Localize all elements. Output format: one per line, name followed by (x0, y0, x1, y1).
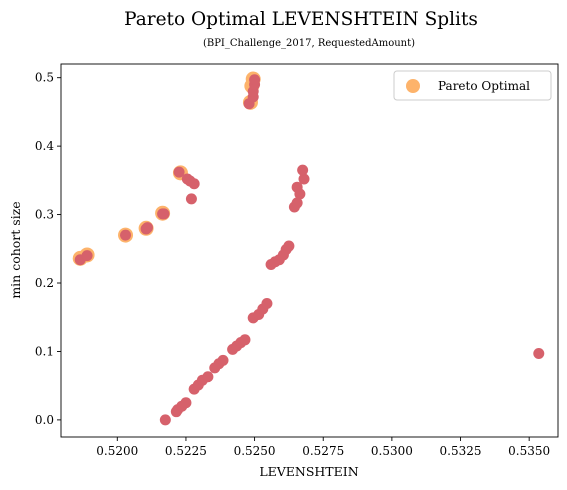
chart-title: Pareto Optimal LEVENSHTEIN Splits (124, 9, 478, 30)
split-point-21 (180, 397, 192, 409)
x-tick-label: 0.5200 (96, 444, 138, 458)
split-point-47 (298, 173, 310, 185)
split-point-4 (141, 222, 153, 234)
x-axis-label: LEVENSHTEIN (259, 464, 358, 479)
x-tick-label: 0.5250 (234, 444, 276, 458)
y-axis-label: min cohort size (8, 201, 23, 298)
split-point-10 (188, 178, 200, 190)
split-point-48 (297, 164, 309, 176)
split-point-17 (159, 414, 171, 426)
split-point-44 (291, 197, 303, 209)
x-tick-label: 0.5300 (371, 444, 413, 458)
x-tick-label: 0.5225 (165, 444, 207, 458)
split-point-46 (291, 181, 303, 193)
y-tick-label: 0.1 (35, 344, 54, 358)
x-tick-label: 0.5325 (440, 444, 482, 458)
split-point-11 (185, 193, 197, 205)
split-point-2 (120, 229, 132, 241)
split-point-25 (202, 371, 214, 383)
y-tick-label: 0.4 (35, 139, 54, 153)
x-tick-label: 0.5275 (302, 444, 344, 458)
axis-ticks: 0.5200 0.5225 0.5250 0.5275 0.5300 0.5325 0.53… (35, 71, 550, 458)
y-tick-label: 0.2 (35, 276, 54, 290)
split-point-1 (81, 250, 93, 262)
chart-subtitle: (BPI_Challenge_2017, RequestedAmount) (203, 38, 415, 49)
split-point-16 (249, 74, 261, 86)
split-point-32 (239, 334, 251, 346)
y-tick-label: 0.3 (35, 208, 54, 222)
split-point-28 (217, 354, 229, 366)
legend-label: Pareto Optimal (438, 79, 530, 93)
data-points (72, 71, 545, 426)
legend-marker (406, 79, 420, 93)
plot-area-frame (60, 63, 559, 438)
split-point-36 (261, 298, 273, 310)
y-tick-label: 0.0 (35, 413, 54, 427)
split-point-7 (173, 166, 185, 178)
x-tick-label: 0.5350 (508, 444, 550, 458)
split-point-6 (158, 208, 170, 220)
y-tick-label: 0.5 (35, 71, 54, 85)
split-point-42 (283, 240, 295, 252)
split-point-49 (533, 348, 545, 359)
legend-box (393, 70, 552, 101)
legend: Pareto Optimal (393, 70, 552, 101)
